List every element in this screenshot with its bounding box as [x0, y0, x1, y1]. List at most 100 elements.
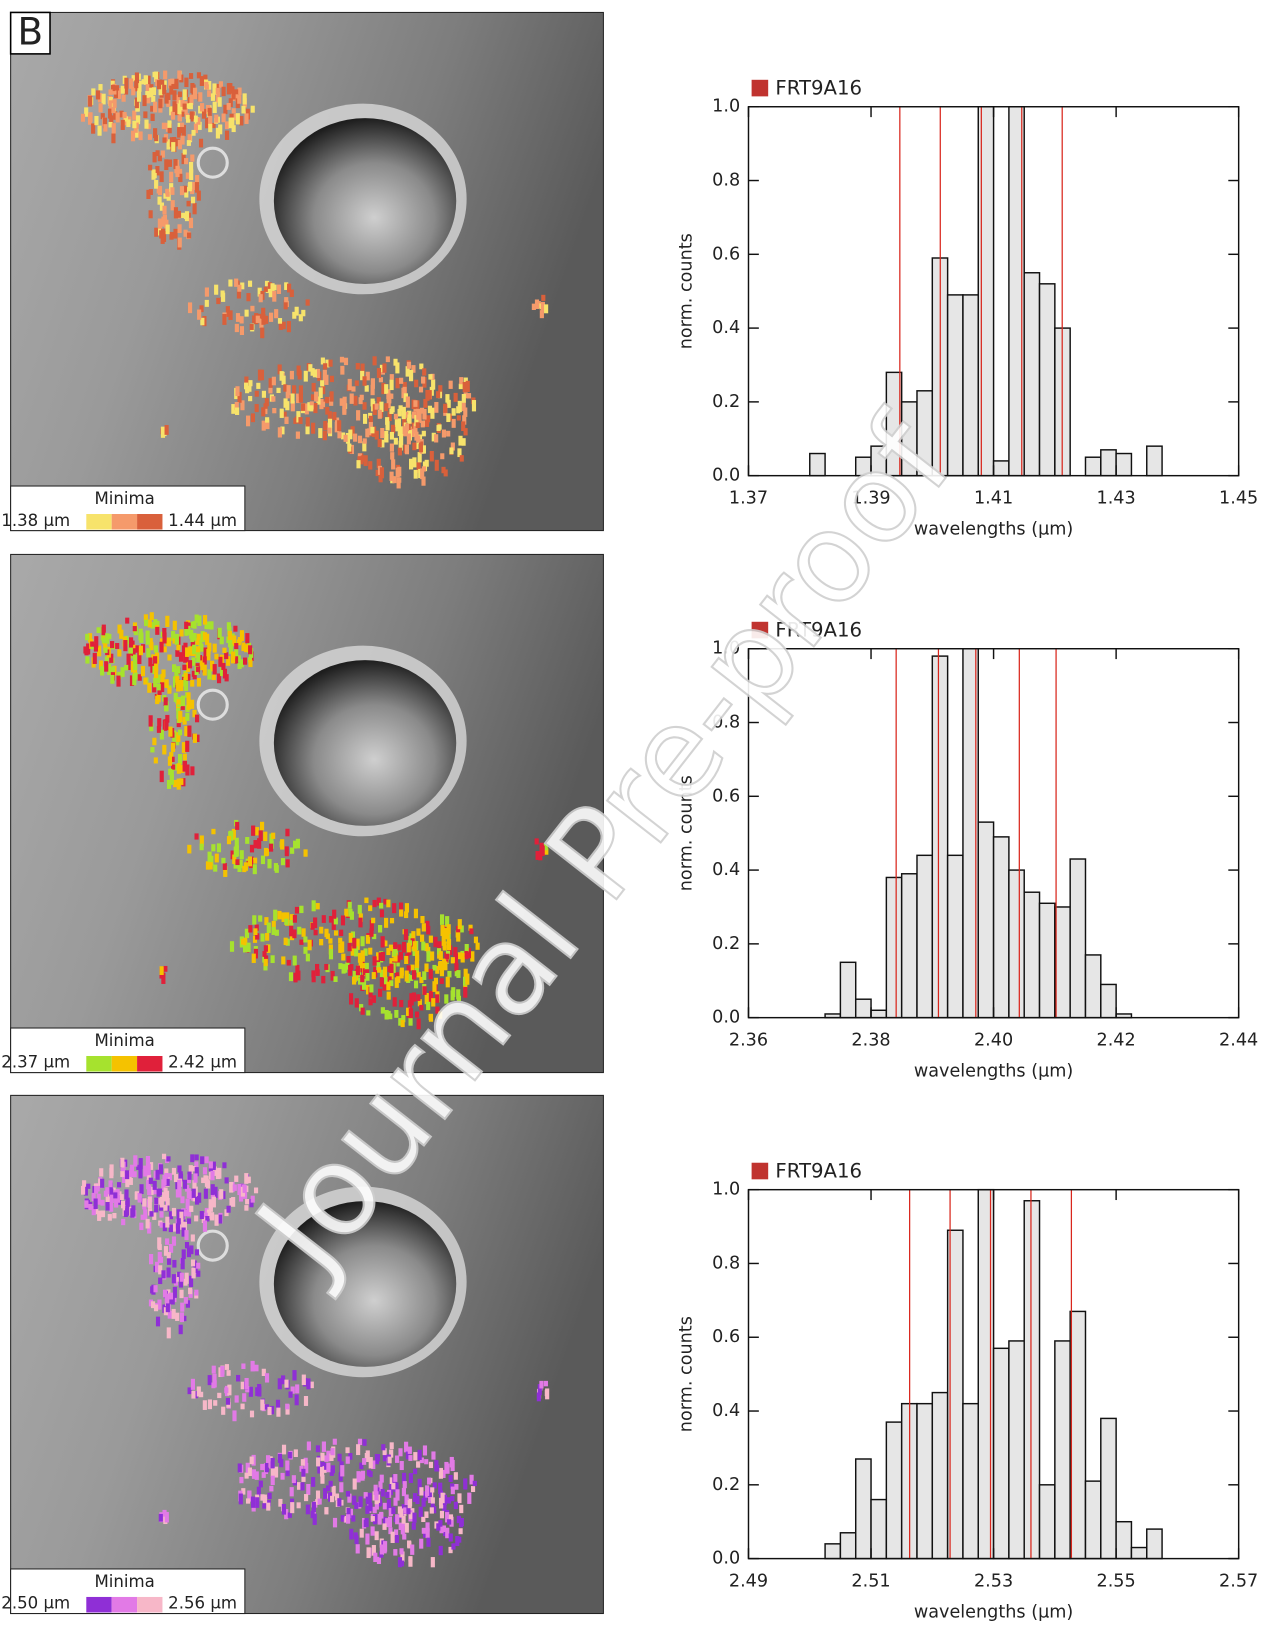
bar: [1038, 283, 1056, 477]
mineral-pixel: [439, 1526, 444, 1534]
mineral-pixel: [380, 1007, 385, 1014]
mineral-pixel: [399, 909, 404, 917]
mineral-pixel: [124, 664, 129, 671]
mineral-pixel: [285, 1404, 290, 1415]
mineral-pixel: [171, 1236, 177, 1246]
mineral-pixel: [190, 154, 195, 162]
mineral-pixel: [212, 664, 217, 675]
mineral-pixel: [466, 947, 471, 959]
mineral-pixel: [399, 1548, 404, 1555]
mineral-pixel: [408, 1455, 413, 1461]
mineral-pixel: [208, 1199, 213, 1210]
mineral-pixel: [221, 1406, 226, 1415]
mineral-pixel: [234, 278, 239, 287]
mineral-pixel: [83, 1184, 88, 1196]
mineral-pixel: [422, 368, 427, 376]
mineral-pixel: [100, 666, 105, 676]
mineral-pixel: [235, 821, 240, 830]
mineral-pixel: [188, 1275, 194, 1288]
mineral-pixel: [124, 86, 129, 95]
mineral-pixel: [384, 917, 389, 928]
mineral-pixel: [175, 1312, 180, 1321]
mineral-pixel: [180, 100, 185, 107]
crater: [273, 118, 457, 284]
mineral-pixel: [378, 988, 383, 997]
mineral-pixel: [414, 415, 419, 427]
mineral-pixel: [367, 428, 372, 436]
mineral-pixel: [160, 79, 165, 89]
mineral-pixel: [191, 1188, 196, 1198]
x-axis-label: wavelengths (µm): [914, 1602, 1073, 1622]
mineral-pixel: [224, 652, 229, 660]
mineral-pixel: [384, 976, 389, 987]
mineral-pixel: [261, 307, 266, 320]
mineral-pixel: [378, 377, 383, 383]
mineral-pixel: [141, 79, 146, 85]
mineral-pixel: [182, 103, 187, 110]
mineral-pixel: [395, 362, 400, 374]
mineral-pixel: [413, 908, 419, 919]
mineral-pixel: [125, 1205, 130, 1216]
mineral-pixel: [320, 401, 326, 408]
mineral-pixel: [340, 915, 346, 926]
mineral-pixel: [404, 1441, 409, 1453]
mineral-pixel: [362, 402, 367, 410]
mineral-pixel: [427, 405, 433, 414]
mineral-pixel: [173, 158, 178, 170]
mineral-pixel: [177, 91, 183, 98]
mineral-pixel: [105, 1196, 110, 1204]
mineral-pixel: [231, 651, 236, 659]
mineral-pixel: [255, 1497, 260, 1508]
mineral-pixel: [100, 1199, 105, 1206]
mineral-pixel: [412, 457, 417, 468]
mineral-pixel: [202, 1220, 208, 1232]
mineral-pixel: [451, 408, 456, 416]
mineral-pixel: [192, 202, 197, 215]
mineral-pixel: [440, 925, 445, 937]
mineral-pixel: [309, 405, 314, 412]
mineral-pixel: [153, 101, 158, 113]
mineral-pixel: [205, 1216, 210, 1222]
mineral-pixel: [288, 972, 294, 982]
mineral-pixel: [123, 640, 128, 652]
mineral-pixel: [397, 1557, 403, 1568]
mineral-pixel: [174, 78, 179, 89]
mineral-pixel: [374, 1501, 379, 1510]
mineral-pixel: [239, 850, 244, 860]
mineral-pixel: [379, 1544, 385, 1555]
mineral-pixel: [457, 448, 462, 458]
mineral-pixel: [182, 760, 188, 767]
mineral-pixel: [242, 945, 248, 953]
mineral-pixel: [213, 1400, 218, 1406]
mineral-pixel: [337, 431, 342, 439]
mineral-pixel: [425, 920, 430, 927]
mineral-pixel: [327, 418, 333, 428]
mineral-pixel: [358, 977, 363, 985]
mineral-pixel: [379, 364, 385, 373]
mineral-pixel: [143, 75, 148, 83]
legend-swatch: [86, 1055, 112, 1072]
mineral-pixel: [98, 84, 103, 91]
mineral-pixel: [311, 970, 316, 978]
mineral-pixel: [193, 1391, 198, 1399]
mineral-pixel: [393, 1497, 398, 1506]
mineral-pixel: [398, 1448, 403, 1457]
mineral-pixel: [421, 1527, 426, 1534]
mineral-pixel: [203, 1188, 208, 1199]
mineral-pixel: [430, 1500, 435, 1509]
mineral-pixel: [238, 859, 243, 869]
mineral-pixel: [214, 853, 219, 863]
mineral-pixel: [171, 142, 176, 152]
mineral-pixel: [428, 374, 433, 380]
mineral-pixel: [195, 666, 201, 673]
bar: [839, 961, 857, 1019]
mineral-pixel: [441, 1469, 446, 1478]
mineral-pixel: [416, 435, 421, 443]
mineral-pixel: [166, 1289, 171, 1297]
mineral-pixel: [368, 1471, 373, 1478]
mineral-pixel: [146, 189, 151, 200]
mineral-pixel: [390, 452, 395, 460]
mineral-pixel: [210, 1170, 215, 1181]
mineral-pixel: [105, 633, 110, 644]
mineral-pixel: [224, 1387, 229, 1394]
